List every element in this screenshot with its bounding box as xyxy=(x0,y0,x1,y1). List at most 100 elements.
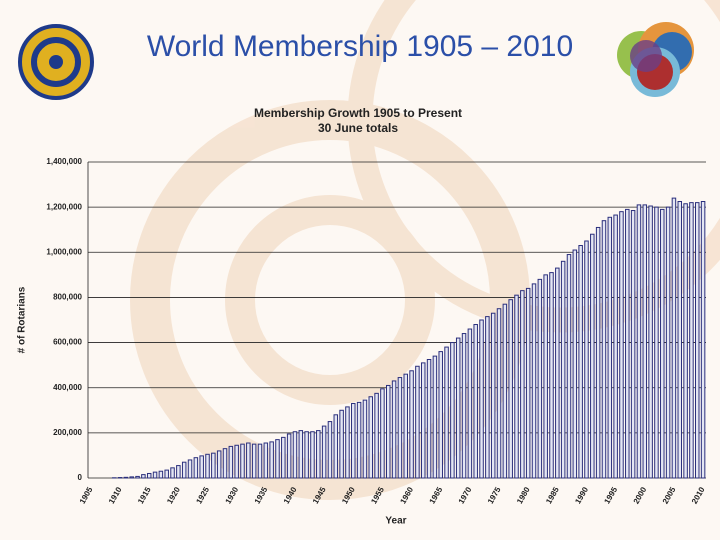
bar xyxy=(455,337,461,479)
bar xyxy=(584,240,589,479)
bar xyxy=(485,316,490,479)
bar xyxy=(240,443,245,479)
bar xyxy=(689,202,694,479)
bar xyxy=(543,274,548,479)
bar xyxy=(298,430,304,479)
bar xyxy=(386,384,391,479)
bar xyxy=(531,283,537,479)
bar xyxy=(549,272,554,479)
x-tick-label: 1990 xyxy=(573,485,590,505)
slide-title: World Membership 1905 – 2010 xyxy=(147,30,573,63)
bar xyxy=(205,453,210,479)
bar xyxy=(700,201,706,479)
x-tick-label: 1930 xyxy=(224,485,241,505)
bar xyxy=(665,206,671,479)
bar xyxy=(316,430,321,479)
bar xyxy=(380,388,385,479)
bar xyxy=(555,267,560,479)
x-tick-label: 2000 xyxy=(632,485,649,505)
bar xyxy=(607,216,613,479)
bar xyxy=(625,208,630,479)
x-tick-label: 1965 xyxy=(428,485,445,505)
x-tick-label: 1905 xyxy=(78,485,95,505)
bar xyxy=(391,380,397,479)
bar xyxy=(467,328,473,479)
bar xyxy=(164,469,169,479)
bar xyxy=(461,333,467,479)
bar xyxy=(630,210,636,479)
bar xyxy=(321,425,327,479)
bar xyxy=(345,406,350,479)
bar xyxy=(310,431,315,479)
bar xyxy=(450,342,455,479)
bar xyxy=(129,476,134,479)
bar xyxy=(601,220,607,479)
bar xyxy=(374,392,379,479)
bar xyxy=(269,441,274,479)
bar xyxy=(222,448,228,479)
chart-title: Membership Growth 1905 to Present xyxy=(254,106,462,120)
bar xyxy=(176,465,181,479)
y-tick-label: 400,000 xyxy=(53,383,82,392)
bar xyxy=(420,362,426,479)
bar xyxy=(595,226,601,479)
bar xyxy=(135,475,140,479)
bar xyxy=(356,401,362,479)
bar xyxy=(520,290,525,479)
bar xyxy=(181,461,187,479)
bar xyxy=(578,245,583,479)
rotary-logo xyxy=(18,24,94,100)
bar xyxy=(152,471,158,479)
bar xyxy=(234,444,239,479)
bar xyxy=(473,324,478,479)
bar xyxy=(525,287,531,479)
bar xyxy=(671,197,677,479)
bar xyxy=(339,409,344,479)
bar xyxy=(216,450,222,479)
bar xyxy=(560,260,566,479)
bar xyxy=(636,204,642,479)
bar xyxy=(246,442,251,479)
bar xyxy=(327,421,333,479)
y-tick-label: 1,200,000 xyxy=(46,202,82,211)
bar xyxy=(141,474,146,479)
bar xyxy=(490,312,496,479)
bar xyxy=(438,351,443,479)
bar xyxy=(292,431,298,479)
bar xyxy=(613,214,618,479)
bar xyxy=(333,414,339,479)
bar xyxy=(496,308,502,479)
bar xyxy=(187,459,193,479)
bar xyxy=(123,476,129,479)
bar xyxy=(146,472,152,479)
bar xyxy=(415,365,420,479)
bar xyxy=(199,455,204,479)
bar xyxy=(286,433,292,479)
bar xyxy=(211,452,216,479)
y-tick-label: 200,000 xyxy=(53,428,82,437)
bar xyxy=(677,201,683,479)
bar xyxy=(281,436,286,479)
bar xyxy=(590,233,595,479)
x-tick-label: 1980 xyxy=(515,485,532,505)
bar xyxy=(368,396,374,479)
bar xyxy=(648,205,653,479)
bar xyxy=(537,278,543,479)
bar xyxy=(403,373,408,479)
bar xyxy=(502,303,508,479)
x-tick-label: 1920 xyxy=(165,485,182,505)
bar xyxy=(642,204,648,479)
bar xyxy=(572,249,578,479)
bar xyxy=(566,254,572,479)
circles-logo xyxy=(617,22,694,97)
bar xyxy=(683,203,688,479)
x-tick-label: 2005 xyxy=(661,485,678,505)
bar xyxy=(257,443,263,479)
y-tick-label: 1,000,000 xyxy=(46,247,82,256)
chart-subtitle: 30 June totals xyxy=(318,121,398,135)
x-tick-label: 1995 xyxy=(602,485,619,505)
x-axis-label: Year xyxy=(385,516,406,527)
y-tick-label: 0 xyxy=(78,473,83,482)
bar xyxy=(263,442,269,479)
